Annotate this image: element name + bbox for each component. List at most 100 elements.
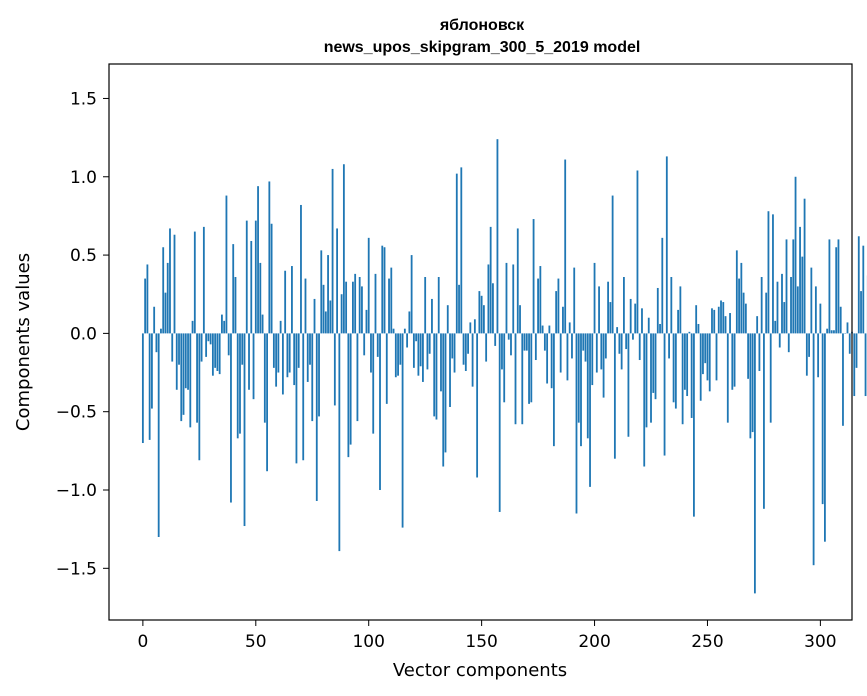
bar <box>234 277 237 334</box>
bar <box>198 333 201 461</box>
bar <box>860 291 862 334</box>
bar <box>627 333 630 437</box>
bar <box>415 333 418 342</box>
bar <box>706 333 709 381</box>
bar <box>422 333 424 382</box>
bar <box>444 333 447 453</box>
bar <box>166 262 169 334</box>
bar <box>620 333 623 370</box>
bar <box>753 333 756 594</box>
bar <box>609 302 612 334</box>
bar <box>702 333 704 375</box>
bar <box>259 262 262 334</box>
bar <box>690 333 693 418</box>
bar <box>528 333 530 404</box>
y-tick-label: 1.5 <box>70 89 97 109</box>
plot-frame <box>108 63 853 621</box>
bar <box>376 333 379 357</box>
bar <box>239 333 241 434</box>
bar <box>361 286 363 334</box>
bar <box>772 214 774 334</box>
bar <box>839 306 842 334</box>
bar <box>534 333 537 361</box>
bar <box>562 306 564 334</box>
bar <box>665 156 668 334</box>
bar <box>546 333 549 384</box>
bar <box>279 320 282 334</box>
bar <box>821 333 824 505</box>
bar <box>175 333 178 390</box>
bar <box>670 277 673 334</box>
bar <box>557 278 560 334</box>
bar <box>469 322 472 334</box>
y-tick-label: −1.0 <box>56 481 97 501</box>
bar <box>514 333 517 425</box>
bar <box>288 333 291 373</box>
bar <box>641 308 643 334</box>
bar <box>426 333 429 370</box>
bar <box>291 266 293 334</box>
bar <box>171 333 174 362</box>
x-tick-label: 50 <box>245 632 267 652</box>
bar <box>568 322 571 334</box>
bar <box>349 333 352 445</box>
bar <box>803 198 806 334</box>
bar <box>151 333 153 409</box>
bar <box>817 333 820 378</box>
bar <box>281 333 284 395</box>
bar <box>437 277 440 334</box>
x-tick-label: 200 <box>578 632 610 652</box>
bar <box>232 244 235 334</box>
bar <box>778 333 781 348</box>
bar <box>724 316 727 334</box>
bar <box>498 333 501 512</box>
bar <box>401 333 404 528</box>
bar <box>227 333 230 356</box>
bar <box>144 278 147 334</box>
bar <box>370 333 372 373</box>
bar <box>221 314 223 334</box>
bar <box>835 247 838 334</box>
bar <box>837 239 840 334</box>
bar <box>397 333 399 376</box>
x-axis-label: Vector components <box>393 660 567 681</box>
bar <box>516 228 519 334</box>
bar <box>573 267 576 334</box>
bar <box>634 303 637 334</box>
bar <box>510 333 512 356</box>
bar <box>196 333 198 423</box>
bar <box>440 333 442 392</box>
bar <box>372 333 375 434</box>
bar <box>153 306 156 334</box>
bar <box>598 286 600 334</box>
y-tick-label: 0.5 <box>70 246 97 266</box>
bar <box>611 195 614 334</box>
bar <box>295 333 298 464</box>
bar <box>300 204 302 334</box>
bar <box>650 333 652 423</box>
bar <box>521 333 524 425</box>
bar <box>774 320 777 334</box>
bar <box>848 333 851 354</box>
bar <box>742 292 745 334</box>
y-ticks: −1.5 −1.0 −0.5 0.0 0.5 1.0 1.5 <box>56 89 109 579</box>
bar <box>284 270 287 334</box>
bar <box>182 333 185 415</box>
bar <box>358 277 361 334</box>
bar <box>489 226 492 334</box>
bar <box>374 273 377 334</box>
bar <box>342 164 345 334</box>
y-tick-label: −1.5 <box>56 559 97 579</box>
bar <box>485 333 488 362</box>
bar <box>336 228 338 334</box>
bar <box>200 333 203 362</box>
bar <box>187 333 189 390</box>
bar <box>446 305 449 334</box>
bar <box>537 278 539 334</box>
bar <box>157 333 160 537</box>
bar <box>552 333 555 447</box>
bar <box>729 313 731 334</box>
bar <box>379 333 381 491</box>
bar <box>796 286 799 334</box>
bar <box>697 323 700 334</box>
